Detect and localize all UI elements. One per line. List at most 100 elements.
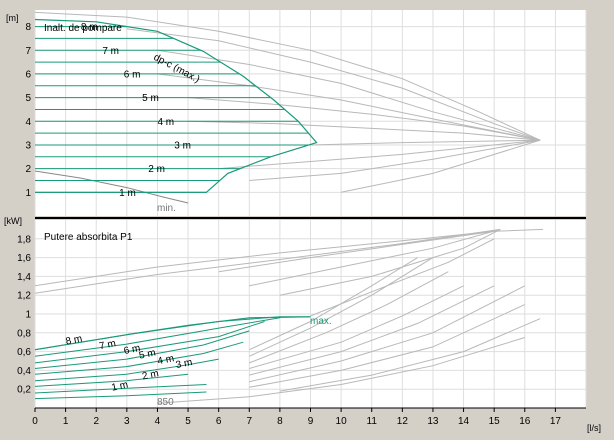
power-max-label: max. [310, 316, 332, 327]
head-setpoint-label: 1 m [119, 188, 136, 199]
head-setpoint-label: 8 m [81, 22, 98, 33]
power-setpoint-curve [34, 321, 265, 364]
power-setpoint-label: 4 m [157, 353, 176, 367]
head-gray-curve [188, 97, 541, 141]
head-gray-curve [126, 28, 541, 141]
head-y-tick-label: 2 [25, 164, 31, 175]
x-tick-label: 7 [246, 416, 252, 427]
head-gray-curve [34, 11, 541, 141]
head-y-tick-label: 1 [25, 188, 31, 199]
power-gray-curve [249, 285, 495, 376]
power-setpoint-label: 7 m [98, 338, 117, 352]
min-curve-label: min. [157, 203, 176, 214]
power-gray-curve [279, 228, 501, 296]
power-gray-curve [249, 285, 464, 369]
x-tick-label: 12 [397, 416, 409, 427]
power-gray-curve [249, 257, 418, 351]
power-gray-curve [34, 228, 501, 294]
head-setpoint-label: 3 m [174, 140, 191, 151]
head-y-tick-label: 5 [25, 93, 31, 104]
power-min-label: 850 [157, 397, 174, 408]
power-gray-curve [34, 228, 544, 287]
power-setpoint-curve [34, 384, 207, 394]
head-gray-curve [218, 139, 541, 170]
head-gray-curve [249, 139, 541, 181]
x-tick-label: 14 [458, 416, 470, 427]
x-tick-label: 11 [367, 416, 378, 427]
power-gray-curve [249, 285, 526, 383]
x-tick-label: 8 [277, 416, 283, 427]
power-setpoint-curve [34, 373, 189, 387]
power-setpoint-curve [34, 317, 280, 357]
x-tick-label: 4 [155, 416, 161, 427]
head-y-tick-label: 8 [25, 22, 31, 33]
power-y-tick-label: 0,8 [17, 328, 31, 339]
power-setpoint-label: 5 m [138, 347, 157, 361]
head-gray-curve [157, 73, 541, 141]
power-setpoint-curve [34, 391, 207, 400]
power-gray-curve [218, 230, 495, 273]
power-setpoint-label: 6 m [123, 343, 142, 357]
head-panel: 8 m 7 m 6 m 5 m 4 m 3 m 2 m 1 m 1 2 3 4 5 6 7 8 Inalt.… [6, 10, 587, 216]
power-y-tick-label: 1,8 [17, 234, 31, 245]
power-gray-curve [249, 304, 526, 388]
head-setpoint-label: 5 m [142, 93, 159, 104]
x-tick-label: 13 [427, 416, 439, 427]
x-tick-label: 16 [519, 416, 531, 427]
x-tick-label: 2 [93, 416, 99, 427]
power-gray-curve [310, 238, 495, 317]
power-setpoint-label: 1 m [111, 379, 130, 393]
head-gray-curve [157, 49, 541, 141]
power-gray-curve [249, 228, 501, 287]
power-gray-curve [157, 337, 525, 404]
power-setpoint-label: 2 m [141, 368, 160, 382]
power-title: Putere absorbita P1 [44, 232, 133, 243]
head-y-tick-label: 4 [25, 117, 31, 128]
head-tick-labels: 1 2 3 4 5 6 7 8 [25, 22, 31, 199]
power-y-tick-label: 0,6 [17, 347, 31, 358]
power-tick-labels: 0,20,40,60,811,21,41,61,80 1 2 3 4 5 6 7 8 9 10 11 1… [17, 234, 561, 427]
power-setpoint-label: 3 m [175, 357, 194, 371]
power-setpoint-curve [34, 341, 244, 375]
head-setpoint-label: 4 m [157, 117, 174, 128]
head-curves: 8 m 7 m 6 m 5 m 4 m 3 m 2 m 1 m [34, 11, 541, 204]
head-title: Inalt. de pompare [44, 23, 122, 34]
x-tick-label: 3 [124, 416, 130, 427]
head-y-tick-label: 7 [25, 46, 31, 57]
head-setpoint-label: 6 m [124, 69, 141, 80]
x-axis-unit: [l/s] [587, 423, 601, 433]
head-max-curve [34, 18, 318, 193]
power-max-curve [34, 316, 311, 351]
power-y-tick-label: 1,2 [17, 291, 31, 302]
head-gray-curve [340, 139, 541, 193]
power-y-unit: [kW] [4, 216, 22, 226]
power-y-tick-label: 0,2 [17, 385, 31, 396]
power-y-tick-label: 0,4 [17, 366, 31, 377]
head-min-curve [34, 170, 189, 204]
x-tick-label: 6 [216, 416, 222, 427]
head-setpoint-label: 2 m [148, 164, 165, 175]
x-tick-label: 9 [308, 416, 314, 427]
power-y-tick-label: 1,6 [17, 253, 31, 264]
power-setpoint-curve [34, 358, 219, 382]
power-gray-curve [249, 271, 449, 364]
x-tick-label: 17 [550, 416, 562, 427]
power-y-tick-label: 1,4 [17, 272, 31, 283]
head-y-tick-label: 6 [25, 69, 31, 80]
head-gray-curve [188, 120, 541, 141]
power-gray-curve [249, 257, 434, 357]
power-y-tick-label: 1 [25, 310, 31, 321]
head-y-tick-label: 3 [25, 140, 31, 151]
power-gray-curve [279, 318, 541, 392]
x-tick-label: 5 [185, 416, 191, 427]
x-tick-label: 15 [489, 416, 501, 427]
head-y-unit: [m] [6, 13, 19, 23]
power-setpoint-label: 8 m [65, 333, 84, 347]
head-setpoint-label: 7 m [102, 46, 119, 57]
x-tick-label: 10 [336, 416, 348, 427]
power-setpoint-curve [34, 330, 250, 369]
x-tick-label: 1 [63, 416, 69, 427]
